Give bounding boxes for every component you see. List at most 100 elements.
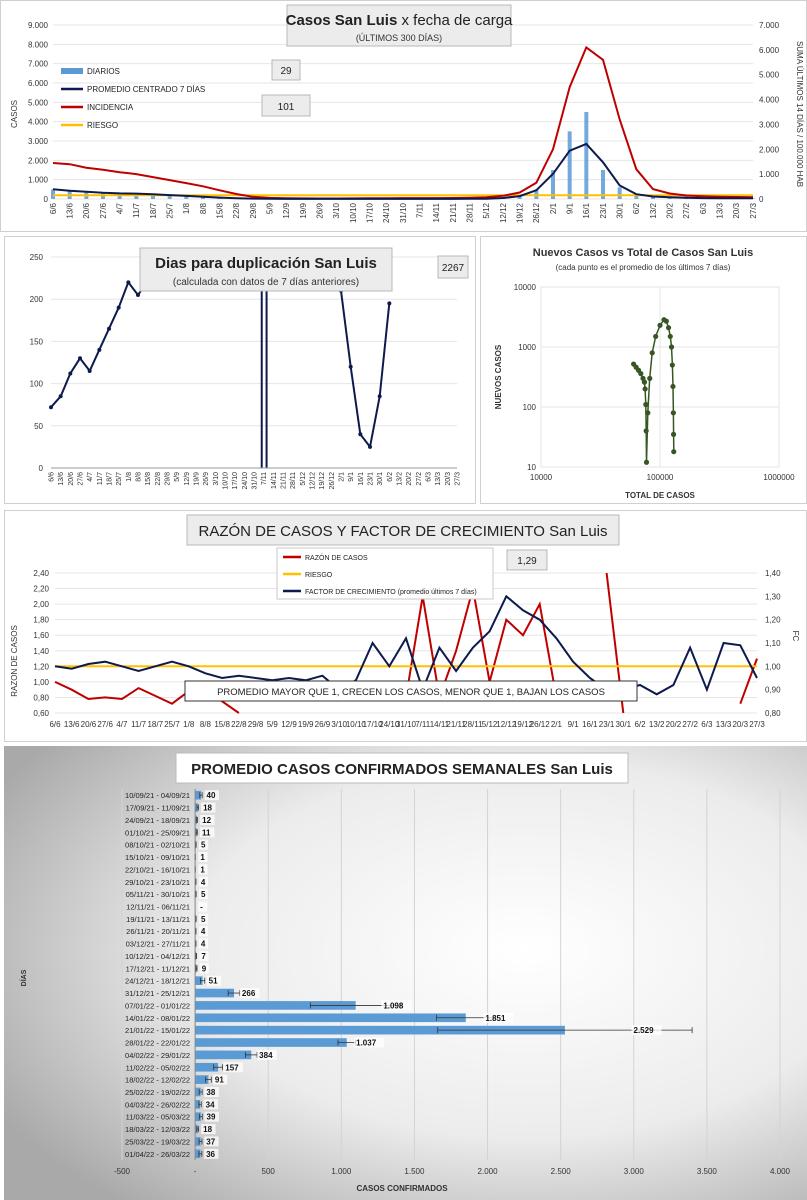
value-box-b (261, 94, 311, 117)
y-tick-label: 04/03/22 - 26/02/22 (125, 1100, 190, 1109)
series-razon (54, 572, 758, 714)
x-tick-label: 7/11 (415, 202, 424, 218)
data-label-bg (631, 1025, 662, 1036)
y-tick-label: 2.000 (28, 156, 49, 165)
chart-title-box (186, 514, 620, 546)
bar (195, 1124, 198, 1134)
bar-diarios (517, 196, 522, 199)
data-point (670, 383, 676, 390)
x-tick-label: 1/8 (126, 472, 133, 482)
data-point (368, 444, 372, 449)
data-point (670, 410, 676, 416)
y-tick-label: 1000 (518, 343, 536, 352)
data-label: 38 (206, 1088, 215, 1097)
y-tick-label: 28/01/22 - 22/01/22 (125, 1039, 190, 1048)
bar (195, 803, 198, 812)
x-tick-label: 12/12 (496, 720, 517, 729)
y-tick-label: 10000 (514, 283, 537, 292)
series-line (50, 280, 391, 450)
x-tick-label: 10/10 (346, 720, 367, 729)
data-label: 2.529 (634, 1026, 655, 1035)
data-label-bg (201, 802, 216, 813)
x-tick-label: 17/10 (363, 720, 384, 729)
data-label: 4 (201, 927, 206, 936)
x-tick-label: 5/12 (482, 720, 498, 729)
data-label-bg (199, 950, 209, 961)
y-tick-label: 150 (30, 337, 44, 346)
y-tick-label: 31/12/21 - 25/12/21 (125, 989, 190, 998)
x-tick-label: 6/3 (425, 472, 432, 482)
y-tick-label-right: 3.000 (759, 120, 780, 129)
x-tick-label: 26/12 (530, 720, 551, 729)
x-tick-label: 13/2 (649, 202, 658, 218)
data-point (647, 375, 653, 381)
x-tick-label: 12/9 (184, 472, 191, 486)
data-label: 37 (206, 1137, 215, 1146)
data-point (669, 362, 675, 368)
y-tick-label: 2,40 (33, 569, 49, 578)
y-tick-label-right: 0 (759, 195, 764, 204)
x-tick-label: 19/12 (319, 472, 326, 490)
y-tick-label-right: 5.000 (759, 71, 780, 80)
x-tick-label: 7/11 (261, 472, 268, 485)
y-tick-label: 17/12/21 - 11/12/21 (126, 964, 191, 973)
y-axis-label: DÍAS (19, 969, 28, 986)
value-box-b-text: 101 (278, 102, 295, 113)
x-tick-label: 27/3 (749, 202, 758, 218)
x-axis-label: TOTAL DE CASOS (625, 491, 695, 500)
x-tick-label: 20/3 (445, 472, 452, 486)
x-tick-label: 23/1 (599, 720, 615, 729)
x-tick-label: 1.000 (331, 1167, 352, 1176)
data-label: 157 (225, 1063, 239, 1072)
data-point (136, 292, 140, 297)
bar-diarios (534, 189, 539, 199)
chart-title: PROMEDIO CASOS CONFIRMADOS SEMANALES San… (191, 761, 613, 778)
x-tick-label: 6/3 (701, 720, 713, 729)
bar-diarios (134, 194, 139, 199)
chart-subtitle: (cada punto es el promedio de los último… (556, 263, 731, 272)
bar-diarios (567, 131, 572, 199)
y-tick-label: 29/10/21 - 23/10/21 (125, 878, 190, 887)
note-box (184, 680, 638, 702)
data-point (126, 280, 131, 285)
y-tick-label: 04/02/22 - 29/01/22 (125, 1051, 190, 1060)
x-tick-label: 10000 (530, 473, 553, 482)
x-tick-label: 21/11 (449, 202, 458, 222)
x-tick-label: 28/11 (290, 472, 297, 489)
data-point (668, 344, 675, 350)
x-tick-label: 15/8 (145, 472, 152, 486)
legend-box (276, 547, 494, 600)
x-tick-label: 25/7 (116, 472, 123, 486)
y-tick-label-right: 1,20 (765, 616, 781, 625)
y-tick-label: 5.000 (28, 98, 49, 107)
x-tick-label: 27/6 (99, 202, 108, 218)
series-incidencia (52, 45, 754, 200)
y-tick-label: 11/03/22 - 05/03/22 (126, 1113, 191, 1122)
x-tick-label: -500 (114, 1167, 131, 1176)
y-tick-label: 1.000 (28, 176, 49, 185)
data-point (645, 410, 651, 416)
data-point (667, 333, 673, 340)
y-tick-label: 07/01/22 - 01/01/22 (125, 1001, 190, 1010)
x-tick-label: 16/1 (358, 472, 365, 486)
data-label: - (200, 902, 203, 911)
data-label-bg (200, 814, 215, 825)
growth-factor-chart: 0,60 0,80 1,00 1,20 1,40 1,60 1,80 2,00 2,20 2,40… (10, 514, 800, 729)
weekly-average-chart: 4018121151145-54479512661.0981.8512.5291… (4, 746, 807, 1200)
data-label-bg (223, 1062, 243, 1073)
data-label: 1 (200, 853, 205, 862)
y-tick-label: 26/11/21 - 20/11/21 (126, 927, 190, 936)
y-tick-label: 19/11/21 - 13/11/21 (126, 915, 190, 924)
data-label: 1.098 (383, 1001, 404, 1010)
x-tick-label: 28/11 (463, 720, 483, 729)
data-label: 5 (201, 890, 206, 899)
x-tick-label: 30/1 (615, 202, 624, 218)
bar (195, 1087, 201, 1097)
chart-background (4, 746, 807, 1200)
bar (195, 1149, 201, 1159)
chart-title-box (175, 752, 629, 784)
legend-label-incidencia: INCIDENCIA (87, 103, 134, 112)
x-tick-label: 15/8 (215, 202, 224, 218)
data-label: 34 (206, 1100, 215, 1109)
data-label: 5 (201, 915, 206, 924)
